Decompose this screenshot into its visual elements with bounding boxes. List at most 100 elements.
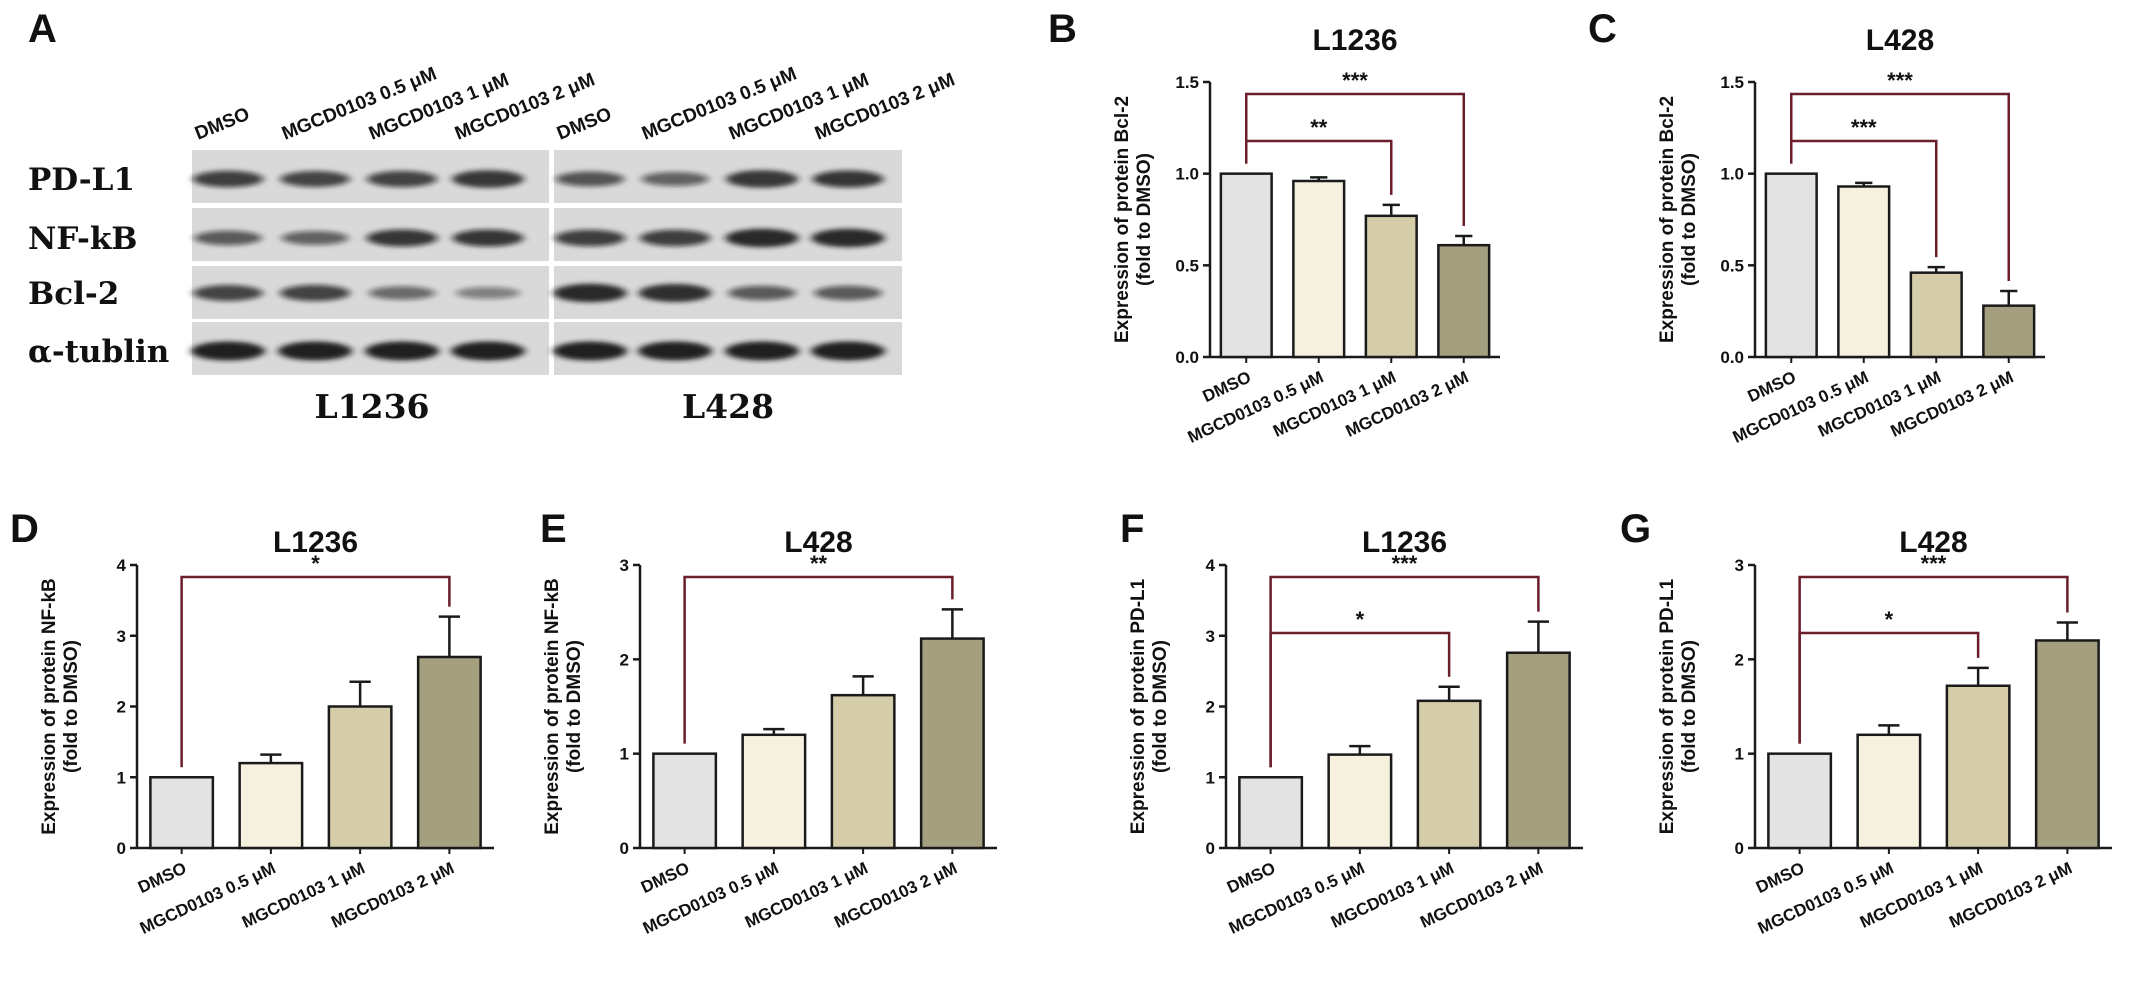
significance-bracket [683, 575, 954, 744]
y-axis-label: Expression of protein Bcl-2 [1657, 96, 1678, 343]
bar [1982, 304, 2036, 359]
blot-band [726, 170, 798, 188]
blot-lane-label: MGCD0103 0.5 μM [279, 63, 440, 144]
blot-band [638, 284, 712, 302]
y-tick-label: 2 [1206, 698, 1215, 717]
blot-band [365, 341, 439, 361]
chart-title: L1236 [1312, 24, 1397, 57]
chart-panel-g: G L428 Expression of protein PD-L1 (fold to… [1620, 507, 2112, 938]
y-tick-label: 3 [117, 627, 126, 646]
y-axis-label: Expression of protein NF-kB [542, 578, 563, 835]
bar [919, 637, 985, 850]
bar [1505, 651, 1571, 850]
bar [1416, 699, 1482, 850]
bar [1837, 185, 1891, 359]
y-axis-label: (fold to DMSO) [61, 640, 82, 773]
chart-title: L1236 [273, 526, 358, 559]
blot-band [639, 229, 711, 247]
bar [1945, 684, 2011, 850]
x-tick-label: MGCD0103 2 μM [1343, 367, 1472, 441]
significance-bracket [1798, 575, 2069, 744]
blot-band [553, 283, 627, 303]
significance-label: *** [1921, 551, 1947, 576]
y-axis-label: (fold to DMSO) [1150, 640, 1171, 773]
chart-title: L428 [784, 526, 852, 559]
x-tick-label: MGCD0103 2 μM [1888, 367, 2017, 441]
bar [741, 733, 807, 850]
x-tick-label: DMSO [1753, 858, 1807, 897]
bar [2034, 639, 2100, 850]
y-tick-label: 0 [1735, 839, 1744, 858]
y-tick-label: 2 [117, 698, 126, 717]
blot-band [725, 228, 799, 248]
y-tick-label: 0.5 [1720, 256, 1744, 275]
y-axis-label: Expression of protein NF-kB [39, 578, 60, 835]
significance-label: * [311, 551, 320, 576]
blot-cell-line-label: L1236 [314, 387, 429, 426]
blot-row-label: Bcl-2 [28, 276, 119, 312]
panel-letter: F [1120, 507, 1144, 551]
y-axis-label: Expression of protein Bcl-2 [1112, 96, 1133, 343]
y-tick-label: 3 [1735, 556, 1744, 575]
blot-band [366, 170, 438, 188]
bar [238, 761, 304, 850]
y-tick-label: 1 [117, 768, 126, 787]
y-tick-label: 4 [1206, 556, 1216, 575]
chart-panel-e: E L428 Expression of protein NF-kB (fold to… [540, 507, 997, 938]
chart-title: L1236 [1362, 526, 1447, 559]
x-tick-label: DMSO [1224, 858, 1278, 897]
blot-band [366, 229, 438, 247]
bar [1219, 172, 1273, 359]
blot-band [191, 341, 265, 361]
significance-bracket [1269, 575, 1540, 768]
bar [1437, 243, 1491, 359]
blot-band [728, 285, 796, 301]
y-axis-label: Expression of protein PD-L1 [1657, 578, 1678, 834]
bar [1767, 752, 1833, 850]
bar [1856, 733, 1922, 850]
y-tick-label: 1 [1206, 768, 1215, 787]
x-tick-label: DMSO [638, 858, 692, 897]
significance-label: *** [1342, 68, 1368, 93]
y-tick-label: 0.0 [1175, 348, 1199, 367]
bar [1764, 172, 1818, 359]
blot-band [555, 171, 625, 187]
chart-title: L428 [1866, 24, 1934, 57]
y-tick-label: 1 [1735, 745, 1744, 764]
blot-cell-line-label: L428 [682, 387, 774, 426]
blot-lane-label: MGCD0103 0.5 μM [639, 63, 800, 144]
panel-letter: G [1620, 507, 1651, 551]
significance-bracket [1245, 92, 1465, 226]
blot-band [553, 341, 627, 361]
y-tick-label: 0 [117, 839, 126, 858]
blot-band [452, 170, 524, 188]
y-axis-label: (fold to DMSO) [1679, 153, 1700, 286]
y-axis-label: (fold to DMSO) [1134, 153, 1155, 286]
y-tick-label: 3 [1206, 627, 1215, 646]
x-tick-label: MGCD0103 1 μM [1815, 367, 1944, 441]
blot-band [554, 229, 626, 247]
bar [149, 776, 215, 850]
blot-band [811, 341, 885, 361]
blot-band [192, 170, 264, 188]
blot-lane-label: DMSO [554, 104, 615, 145]
bar [1238, 776, 1304, 850]
y-tick-label: 3 [620, 556, 629, 575]
y-tick-label: 0 [620, 839, 629, 858]
panel-letter: A [28, 7, 57, 51]
western-blot-panel: A PD-L1 NF-kB Bcl-2 α-tublin DMSO MGCD0103 0.… [28, 7, 958, 426]
y-tick-label: 2 [620, 650, 629, 669]
bar [416, 655, 482, 850]
significance-label: ** [1310, 115, 1328, 140]
blot-row-label: α-tublin [28, 334, 169, 370]
chart-panel-d: D L1236 Expression of protein NF-kB (fold t… [10, 507, 494, 938]
blot-band [368, 286, 436, 300]
y-axis-label: Expression of protein PD-L1 [1128, 578, 1149, 834]
blot-band [280, 171, 350, 187]
significance-label: * [1356, 607, 1365, 632]
y-tick-label: 0 [1206, 839, 1215, 858]
significance-label: ** [810, 551, 828, 576]
significance-bracket [1790, 92, 2010, 281]
y-tick-label: 0.5 [1175, 256, 1199, 275]
